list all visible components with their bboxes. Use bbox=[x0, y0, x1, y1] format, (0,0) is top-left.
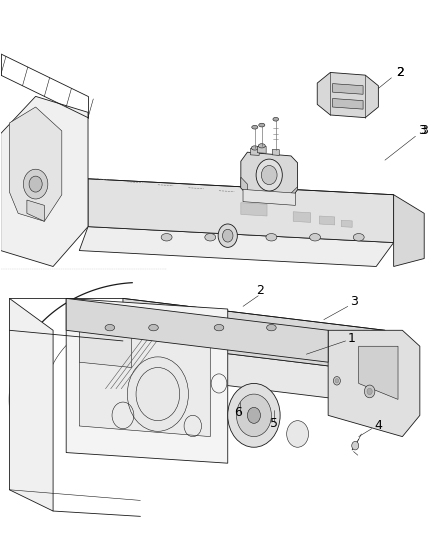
Polygon shape bbox=[291, 187, 297, 198]
Polygon shape bbox=[341, 220, 352, 227]
Polygon shape bbox=[123, 341, 385, 405]
Circle shape bbox=[237, 394, 272, 437]
Polygon shape bbox=[243, 189, 295, 205]
Text: 3: 3 bbox=[420, 124, 428, 138]
Polygon shape bbox=[88, 179, 394, 243]
Polygon shape bbox=[272, 150, 279, 156]
Ellipse shape bbox=[273, 117, 279, 121]
Circle shape bbox=[127, 357, 188, 431]
Ellipse shape bbox=[214, 325, 224, 331]
Polygon shape bbox=[79, 227, 394, 266]
Polygon shape bbox=[66, 298, 228, 463]
Polygon shape bbox=[241, 177, 247, 195]
Ellipse shape bbox=[266, 233, 277, 241]
Text: 4: 4 bbox=[374, 419, 382, 432]
Ellipse shape bbox=[252, 125, 258, 129]
Polygon shape bbox=[328, 330, 420, 437]
Polygon shape bbox=[241, 152, 297, 198]
Circle shape bbox=[218, 224, 237, 247]
Circle shape bbox=[335, 378, 339, 383]
Circle shape bbox=[333, 376, 340, 385]
Text: 6: 6 bbox=[234, 406, 242, 419]
Polygon shape bbox=[359, 346, 398, 399]
Polygon shape bbox=[241, 203, 267, 216]
Circle shape bbox=[256, 159, 283, 191]
Ellipse shape bbox=[161, 233, 172, 241]
Ellipse shape bbox=[258, 144, 265, 148]
Circle shape bbox=[136, 368, 180, 421]
Ellipse shape bbox=[353, 233, 364, 241]
Text: 3: 3 bbox=[350, 295, 358, 308]
Circle shape bbox=[364, 385, 375, 398]
Circle shape bbox=[287, 421, 308, 447]
Polygon shape bbox=[1, 96, 88, 266]
Ellipse shape bbox=[267, 325, 276, 331]
Ellipse shape bbox=[251, 146, 258, 150]
Ellipse shape bbox=[149, 325, 158, 331]
Ellipse shape bbox=[105, 325, 115, 331]
Text: 3: 3 bbox=[418, 124, 426, 138]
Polygon shape bbox=[27, 200, 44, 221]
Polygon shape bbox=[251, 149, 259, 156]
Polygon shape bbox=[79, 309, 132, 368]
Text: 2: 2 bbox=[256, 284, 264, 297]
Polygon shape bbox=[79, 320, 210, 437]
Text: 5: 5 bbox=[270, 417, 278, 430]
Circle shape bbox=[29, 176, 42, 192]
Circle shape bbox=[228, 383, 280, 447]
Polygon shape bbox=[332, 99, 363, 109]
Ellipse shape bbox=[310, 233, 321, 241]
Polygon shape bbox=[332, 84, 363, 94]
Circle shape bbox=[367, 388, 372, 394]
Polygon shape bbox=[66, 298, 328, 362]
Polygon shape bbox=[123, 298, 385, 373]
Text: 2: 2 bbox=[396, 66, 404, 79]
Text: 2: 2 bbox=[396, 66, 404, 79]
Polygon shape bbox=[258, 147, 266, 154]
Circle shape bbox=[223, 229, 233, 242]
Polygon shape bbox=[317, 72, 378, 118]
Polygon shape bbox=[10, 298, 53, 511]
Polygon shape bbox=[319, 216, 335, 225]
Ellipse shape bbox=[205, 233, 216, 241]
Polygon shape bbox=[293, 212, 311, 222]
Circle shape bbox=[261, 165, 277, 184]
Circle shape bbox=[23, 169, 48, 199]
Circle shape bbox=[352, 441, 359, 450]
Text: 1: 1 bbox=[348, 332, 356, 345]
Polygon shape bbox=[394, 195, 424, 266]
Polygon shape bbox=[10, 107, 62, 221]
Circle shape bbox=[247, 407, 261, 423]
Ellipse shape bbox=[259, 123, 265, 127]
